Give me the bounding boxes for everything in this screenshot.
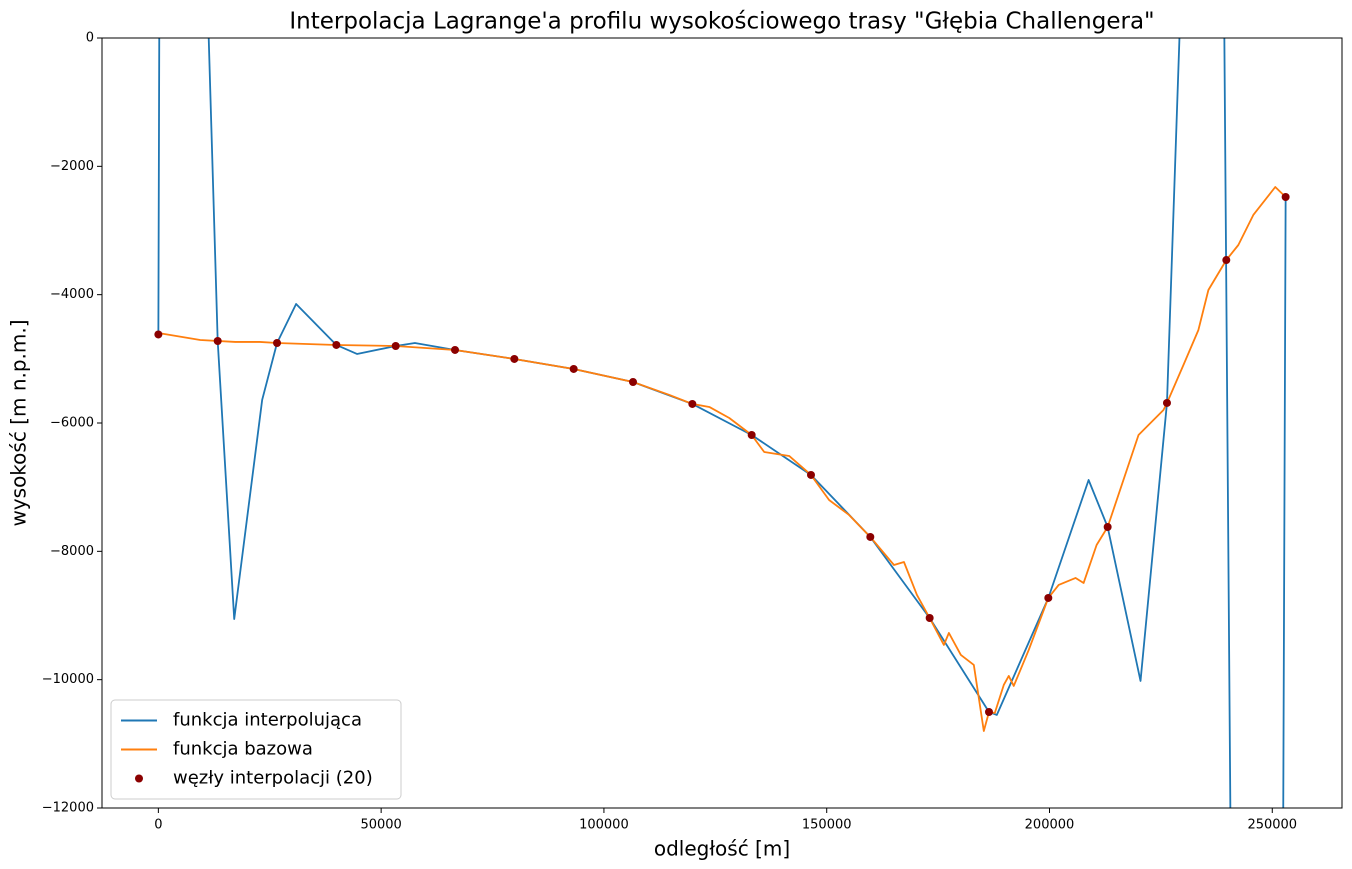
y-tick-label: 0 [86, 31, 94, 46]
node-point [1162, 398, 1171, 407]
legend-label: funkcja bazowa [173, 739, 313, 760]
node-point [747, 430, 756, 439]
node-point [866, 532, 875, 541]
node-point [273, 338, 282, 347]
chart-title: Interpolacja Lagrange'a profilu wysokośc… [289, 9, 1154, 35]
y-tick-label: −6000 [50, 416, 94, 431]
x-tick-label: 150000 [802, 818, 852, 833]
y-tick-label: −4000 [50, 287, 94, 302]
node-point [510, 354, 519, 363]
node-point [1103, 523, 1112, 532]
axes-frame [101, 37, 1343, 809]
node-point [806, 470, 815, 479]
legend-label: węzły interpolacji (20) [173, 768, 373, 789]
y-axis-label: wysokość [m n.p.m.] [7, 319, 31, 526]
node-point [451, 345, 460, 354]
node-point [1281, 193, 1290, 202]
y-tick-label: −8000 [50, 544, 94, 559]
legend-marker [135, 774, 143, 783]
x-tick-label: 0 [154, 818, 162, 833]
x-tick-label: 250000 [1247, 818, 1297, 833]
x-tick-label: 50000 [360, 818, 401, 833]
node-point [629, 377, 638, 386]
node-point [391, 342, 400, 350]
x-axis-label: odległość [m] [654, 837, 790, 861]
y-tick-label: −12000 [42, 801, 94, 816]
y-tick-label: −10000 [42, 672, 94, 687]
node-point [1044, 593, 1053, 602]
legend-label: funkcja interpolująca [173, 710, 362, 731]
legend: funkcja interpolująca funkcja bazowa węzły… [110, 699, 402, 800]
line-series [158, 186, 1287, 732]
node-point [569, 364, 578, 373]
y-tick-label: −2000 [50, 159, 94, 174]
node-point [925, 614, 934, 623]
plot-area [154, 38, 1290, 808]
node-point [688, 399, 697, 408]
node-point [984, 708, 993, 717]
line-series [157, 38, 1287, 808]
node-point [213, 336, 222, 345]
node-point [154, 330, 163, 339]
legend-box [110, 699, 402, 800]
x-tick-label: 100000 [579, 818, 629, 833]
node-point [1222, 256, 1231, 265]
node-point [332, 340, 341, 349]
x-tick-label: 200000 [1025, 818, 1075, 833]
